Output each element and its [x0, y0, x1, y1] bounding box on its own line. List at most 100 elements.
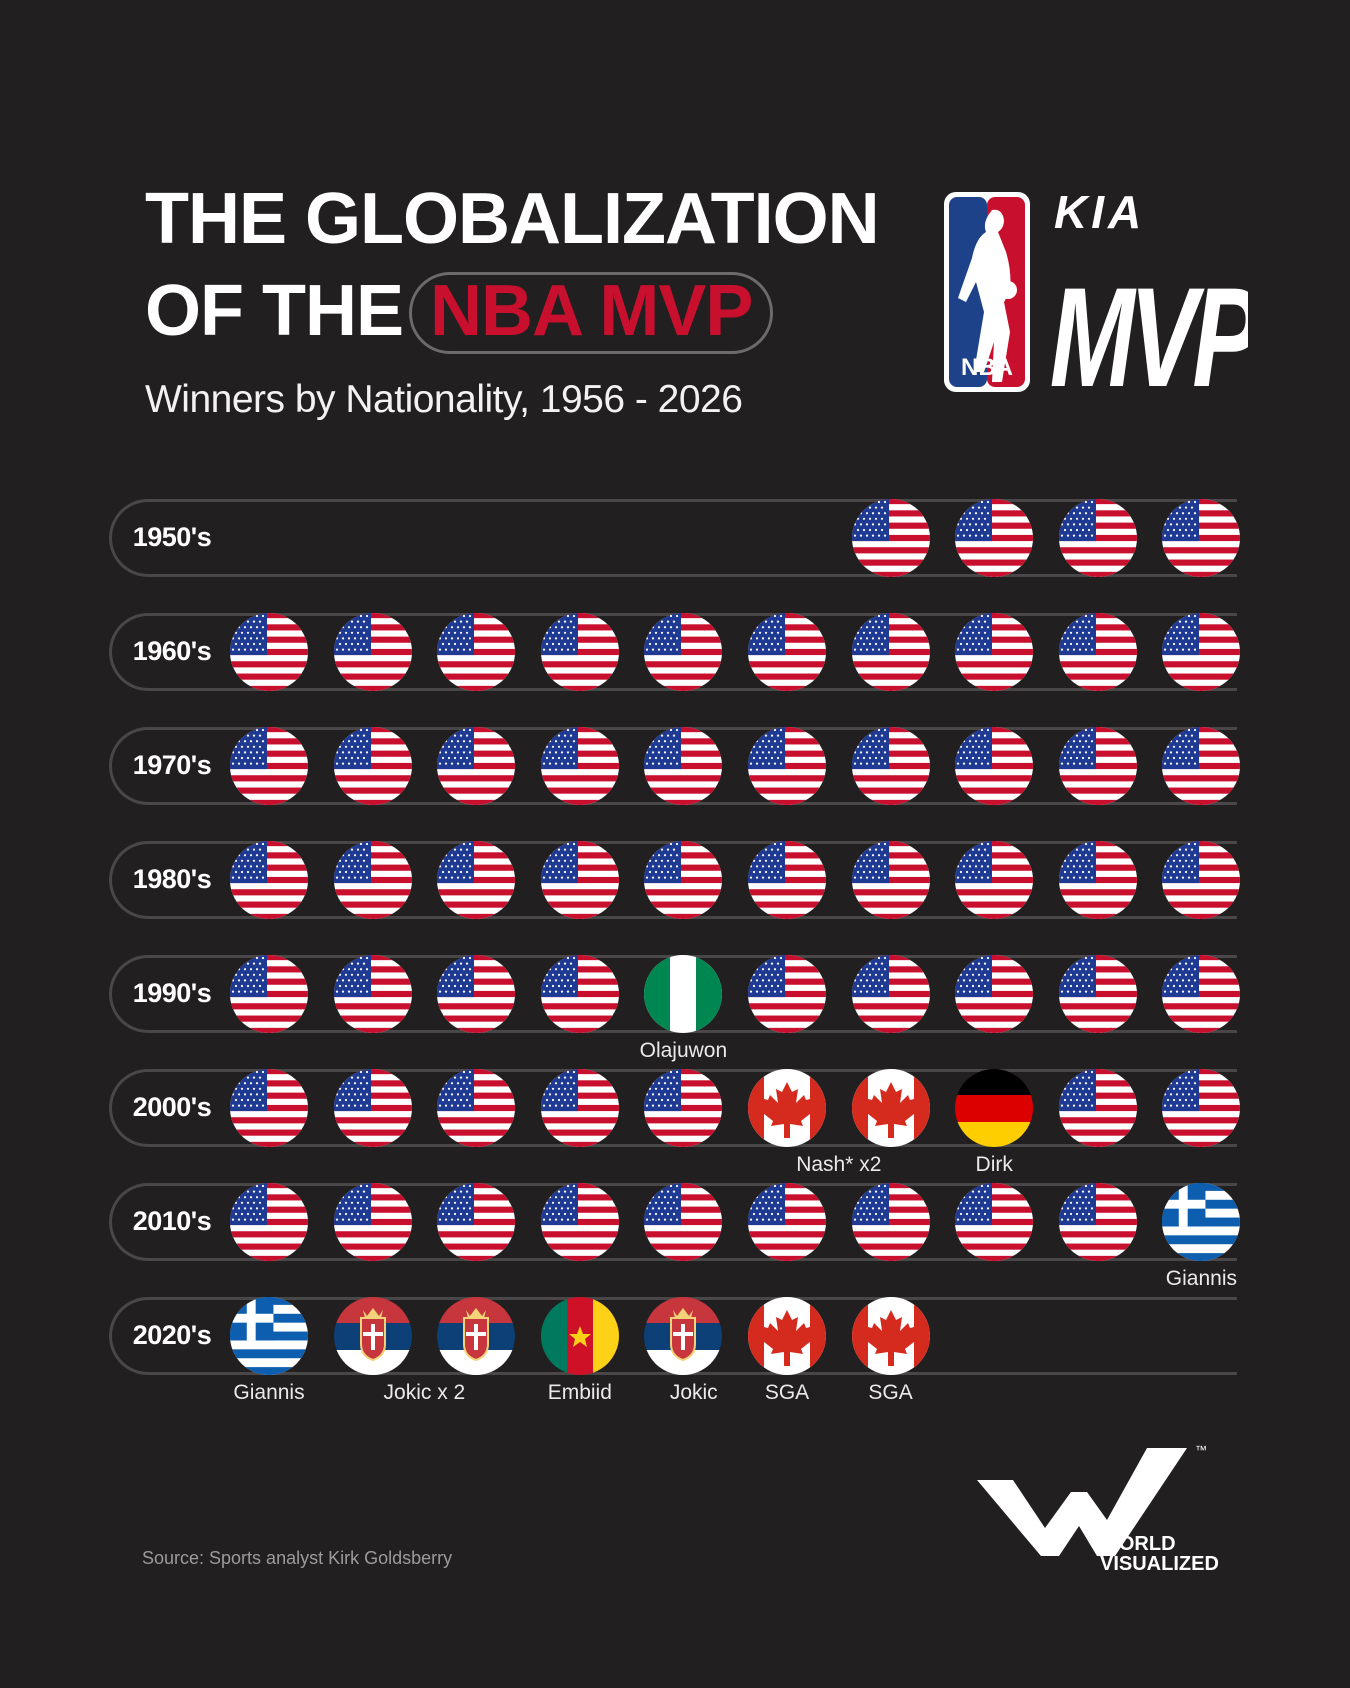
decade-label: 2020's: [132, 1320, 212, 1350]
world-visualized-logo: ™: [975, 1440, 1215, 1565]
winner-name-label: SGA: [764, 1381, 810, 1404]
usa-flag-icon: [436, 1068, 516, 1148]
usa-flag-icon: [436, 612, 516, 692]
usa-flag-icon: [540, 1068, 620, 1148]
decade-label: 2010's: [132, 1206, 212, 1236]
decade-label: 1980's: [132, 864, 212, 894]
usa-flag-icon: [747, 840, 827, 920]
greece-flag-icon: [229, 1296, 309, 1376]
page-title-line1: THE GLOBALIZATION: [145, 179, 880, 259]
usa-flag-icon: [747, 726, 827, 806]
usa-flag-icon: [229, 726, 309, 806]
usa-flag-icon: [229, 840, 309, 920]
mvp-logo-text: MVP: [1050, 259, 1248, 394]
winner-name-label: Giannis: [1165, 1267, 1237, 1290]
title-prefix: OF THE: [145, 271, 404, 351]
wv-line2: VISUALIZED: [1100, 1553, 1219, 1575]
world-visualized-wordmark: WORLD VISUALIZED: [1100, 1534, 1219, 1574]
germany-flag-icon: [954, 1068, 1034, 1148]
usa-flag-icon: [229, 612, 309, 692]
usa-flag-icon: [540, 954, 620, 1034]
cameroon-flag-icon: [540, 1296, 620, 1376]
winner-name-label: Jokic x 2: [383, 1381, 466, 1404]
usa-flag-icon: [436, 1182, 516, 1262]
usa-flag-icon: [1161, 612, 1241, 692]
serbia-flag-icon: [333, 1296, 413, 1376]
usa-flag-icon: [1058, 726, 1138, 806]
canada-flag-icon: [851, 1068, 931, 1148]
serbia-flag-icon: [436, 1296, 516, 1376]
usa-flag-icon: [1161, 1068, 1241, 1148]
usa-flag-icon: [851, 954, 931, 1034]
greece-flag-icon: [1161, 1182, 1241, 1262]
usa-flag-icon: [436, 840, 516, 920]
usa-flag-icon: [851, 1182, 931, 1262]
page-title-line2: OF THE NBA MVP: [145, 271, 774, 354]
usa-flag-icon: [1161, 840, 1241, 920]
usa-flag-icon: [229, 1182, 309, 1262]
winner-name-label: Embiid: [547, 1381, 612, 1404]
usa-flag-icon: [643, 840, 723, 920]
nba-logo-text: NBA: [961, 354, 1013, 381]
usa-flag-icon: [540, 726, 620, 806]
usa-flag-icon: [747, 612, 827, 692]
wv-trademark: ™: [1195, 1443, 1207, 1457]
usa-flag-icon: [540, 612, 620, 692]
usa-flag-icon: [1161, 726, 1241, 806]
decade-label: 1960's: [132, 636, 212, 666]
usa-flag-icon: [1058, 498, 1138, 578]
winner-name-label: Jokic: [669, 1381, 718, 1404]
usa-flag-icon: [1161, 498, 1241, 578]
nigeria-flag-icon: [643, 954, 723, 1034]
usa-flag-icon: [540, 840, 620, 920]
usa-flag-icon: [851, 612, 931, 692]
usa-flag-icon: [747, 954, 827, 1034]
usa-flag-icon: [333, 840, 413, 920]
usa-flag-icon: [540, 1182, 620, 1262]
usa-flag-icon: [954, 726, 1034, 806]
usa-flag-icon: [1058, 954, 1138, 1034]
kia-logo-text: KIA: [1054, 190, 1145, 238]
decade-label: 2000's: [132, 1092, 212, 1122]
usa-flag-icon: [643, 1068, 723, 1148]
decade-label: 1990's: [132, 978, 212, 1008]
title-highlight-pill: NBA MVP: [409, 272, 774, 354]
usa-flag-icon: [333, 954, 413, 1034]
usa-flag-icon: [643, 726, 723, 806]
usa-flag-icon: [643, 1182, 723, 1262]
usa-flag-icon: [747, 1182, 827, 1262]
usa-flag-icon: [851, 726, 931, 806]
usa-flag-icon: [954, 840, 1034, 920]
usa-flag-icon: [436, 954, 516, 1034]
winner-name-label: SGA: [868, 1381, 913, 1404]
canada-flag-icon: [747, 1296, 827, 1376]
subtitle: Winners by Nationality, 1956 - 2026: [145, 378, 743, 421]
wv-line1: WORLD: [1100, 1533, 1176, 1555]
winner-name-label: Olajuwon: [639, 1039, 728, 1062]
decade-label: 1950's: [132, 522, 212, 552]
usa-flag-icon: [954, 954, 1034, 1034]
usa-flag-icon: [333, 612, 413, 692]
usa-flag-icon: [436, 726, 516, 806]
usa-flag-icon: [1058, 1182, 1138, 1262]
usa-flag-icon: [851, 840, 931, 920]
canada-flag-icon: [747, 1068, 827, 1148]
nba-logo: NBA: [942, 190, 1032, 399]
winner-name-label: Giannis: [233, 1381, 305, 1404]
winner-name-label: Nash* x2: [796, 1153, 882, 1176]
usa-flag-icon: [1161, 954, 1241, 1034]
source-note: Source: Sports analyst Kirk Goldsberry: [142, 1548, 453, 1568]
usa-flag-icon: [333, 1068, 413, 1148]
serbia-flag-icon: [643, 1296, 723, 1376]
usa-flag-icon: [1058, 612, 1138, 692]
usa-flag-icon: [1058, 840, 1138, 920]
decade-row: [109, 499, 1237, 577]
decade-label: 1970's: [132, 750, 212, 780]
usa-flag-icon: [333, 1182, 413, 1262]
usa-flag-icon: [954, 612, 1034, 692]
canada-flag-icon: [851, 1296, 931, 1376]
usa-flag-icon: [954, 1182, 1034, 1262]
usa-flag-icon: [229, 954, 309, 1034]
usa-flag-icon: [229, 1068, 309, 1148]
